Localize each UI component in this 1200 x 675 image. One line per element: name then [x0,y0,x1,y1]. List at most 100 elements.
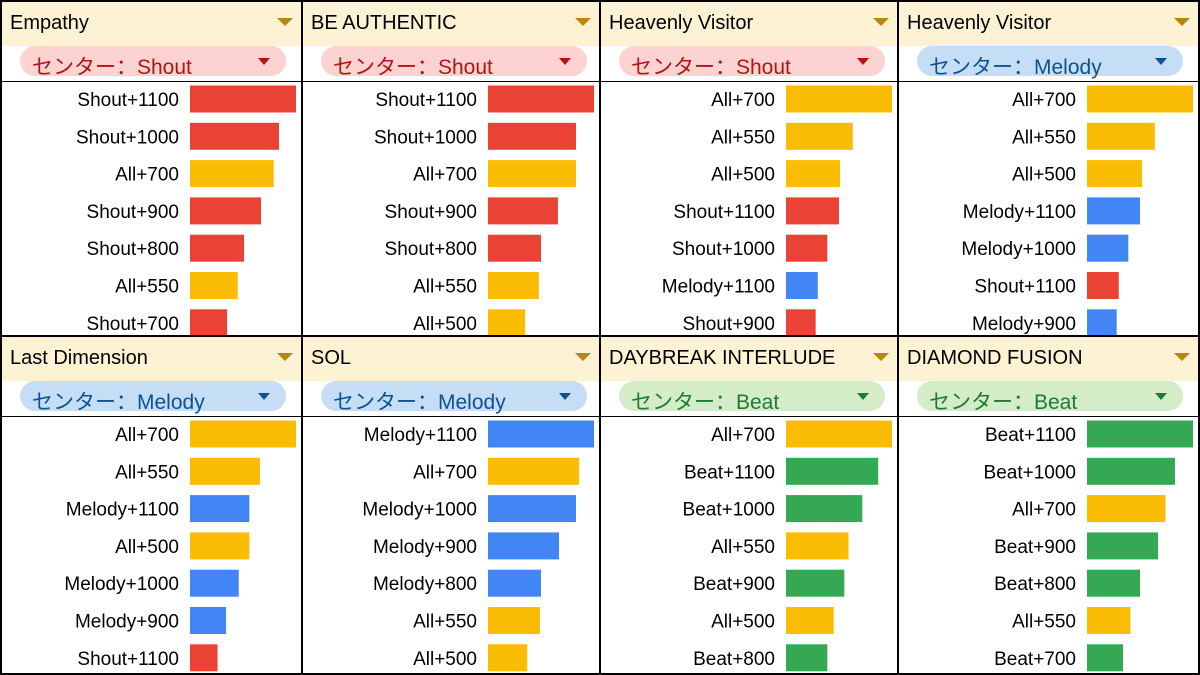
bar-chart: All+700 Beat+1100 Beat+1000 All+550 Beat+900… [683,420,892,672]
bar-chart: Beat+1100 Beat+1000 All+700 Beat+900 Beat+80… [984,420,1193,672]
song-select[interactable]: Empathy [2,2,301,46]
category-label: Beat+800 [994,574,1076,595]
center-select[interactable]: センター：Beat [619,381,885,414]
bar [488,420,594,448]
song-panel: DAYBREAK INTERLUDE センター：Beat All+700 Beat… [601,337,897,673]
bar [786,85,892,113]
bar-chart: Shout+1100 Shout+1000 All+700 Shout+900 Shou… [374,85,594,335]
category-label: All+700 [115,425,179,446]
center-select[interactable]: センター：Melody [321,381,587,414]
song-select[interactable]: DIAMOND FUSION [899,337,1198,381]
song-select[interactable]: Last Dimension [2,337,301,381]
center-select[interactable]: センター：Beat [917,381,1183,414]
bar [1087,607,1131,634]
bar [786,160,841,188]
song-title: SOL [311,347,352,369]
bar [190,457,260,485]
category-label: Melody+1000 [362,500,477,521]
bar [1087,532,1159,560]
bar-chart: All+700 All+550 Melody+1100 All+500 Melody+1… [64,420,296,672]
bar [1087,569,1140,597]
song-select[interactable]: Heavenly Visitor [601,2,897,46]
category-label: Shout+1100 [673,202,775,223]
bar [488,532,560,560]
category-label: Beat+1100 [684,462,775,483]
bar [1087,122,1155,150]
dropdown-arrow-icon [857,393,869,400]
divider [2,81,301,82]
category-label: All+550 [413,277,477,298]
category-label: All+700 [1012,90,1076,111]
center-select[interactable]: センター：Shout [619,46,885,79]
center-label: センター：Shout [32,56,192,79]
center-select[interactable]: センター：Melody [20,381,286,414]
song-select[interactable]: DAYBREAK INTERLUDE [601,337,897,381]
category-label: Shout+1100 [375,90,477,111]
category-label: Shout+900 [683,314,775,335]
bar [190,85,296,113]
category-label: Melody+1000 [961,239,1076,260]
category-label: Shout+900 [385,202,477,223]
category-label: Melody+900 [972,314,1076,335]
bar [190,495,250,523]
center-label: センター：Melody [32,391,205,414]
bar [1087,160,1143,188]
category-label: Beat+1100 [985,425,1076,446]
divider [899,81,1198,82]
category-label: All+500 [413,314,477,335]
center-select[interactable]: センター：Shout [321,46,587,79]
dropdown-arrow-icon [277,353,293,361]
category-label: All+550 [115,462,179,483]
category-label: Shout+800 [87,239,179,260]
bar-chart: All+700 All+550 All+500 Shout+1100 Shout+100… [662,85,892,335]
category-label: Shout+1100 [77,90,179,111]
category-label: Shout+1000 [672,239,775,260]
song-select[interactable]: SOL [303,337,599,381]
bar [786,122,853,150]
category-label: All+700 [711,425,775,446]
bar [1087,197,1140,225]
dropdown-arrow-icon [277,18,293,26]
divider [601,416,897,417]
center-select[interactable]: センター：Shout [20,46,286,79]
bar [190,122,280,150]
bar [190,234,245,262]
bar [190,644,218,672]
bar [786,569,845,597]
center-select[interactable]: センター：Melody [917,46,1183,79]
dropdown-arrow-icon [1174,353,1190,361]
category-label: Melody+900 [373,537,477,558]
bar [488,457,580,485]
song-select[interactable]: BE AUTHENTIC [303,2,599,46]
song-title: Empathy [10,12,89,34]
song-panel: Heavenly Visitor センター：Shout All+700 All+5… [601,2,897,335]
song-title: DIAMOND FUSION [907,347,1083,369]
bar [488,85,594,113]
category-label: Shout+900 [87,202,179,223]
category-label: Shout+1000 [374,127,477,148]
bar-chart: All+700 All+550 All+500 Melody+1100 Melody+1… [961,85,1193,335]
bar [488,607,540,634]
category-label: Melody+1100 [66,500,179,521]
bar [786,272,818,299]
category-label: Shout+700 [87,314,179,335]
category-label: All+700 [115,165,179,186]
bar [786,644,828,672]
category-label: All+550 [413,612,477,633]
bar [786,495,863,523]
bar [488,569,541,597]
bar [488,272,539,299]
song-panel: SOL センター：Melody Melody+1100 All+700 Melody… [303,337,599,673]
bar-chart: Shout+1100 Shout+1000 All+700 Shout+900 Shou… [76,85,296,335]
category-label: All+500 [413,649,477,670]
bar [488,644,528,672]
dropdown-arrow-icon [575,18,591,26]
divider [2,416,301,417]
dropdown-arrow-icon [258,393,270,400]
song-panel: Empathy センター：Shout Shout+1100 Shout+1000 A… [2,2,301,335]
category-label: Beat+1000 [683,500,775,521]
category-label: All+500 [115,537,179,558]
center-label: センター：Melody [929,56,1102,79]
song-select[interactable]: Heavenly Visitor [899,2,1198,46]
bar [190,197,262,225]
